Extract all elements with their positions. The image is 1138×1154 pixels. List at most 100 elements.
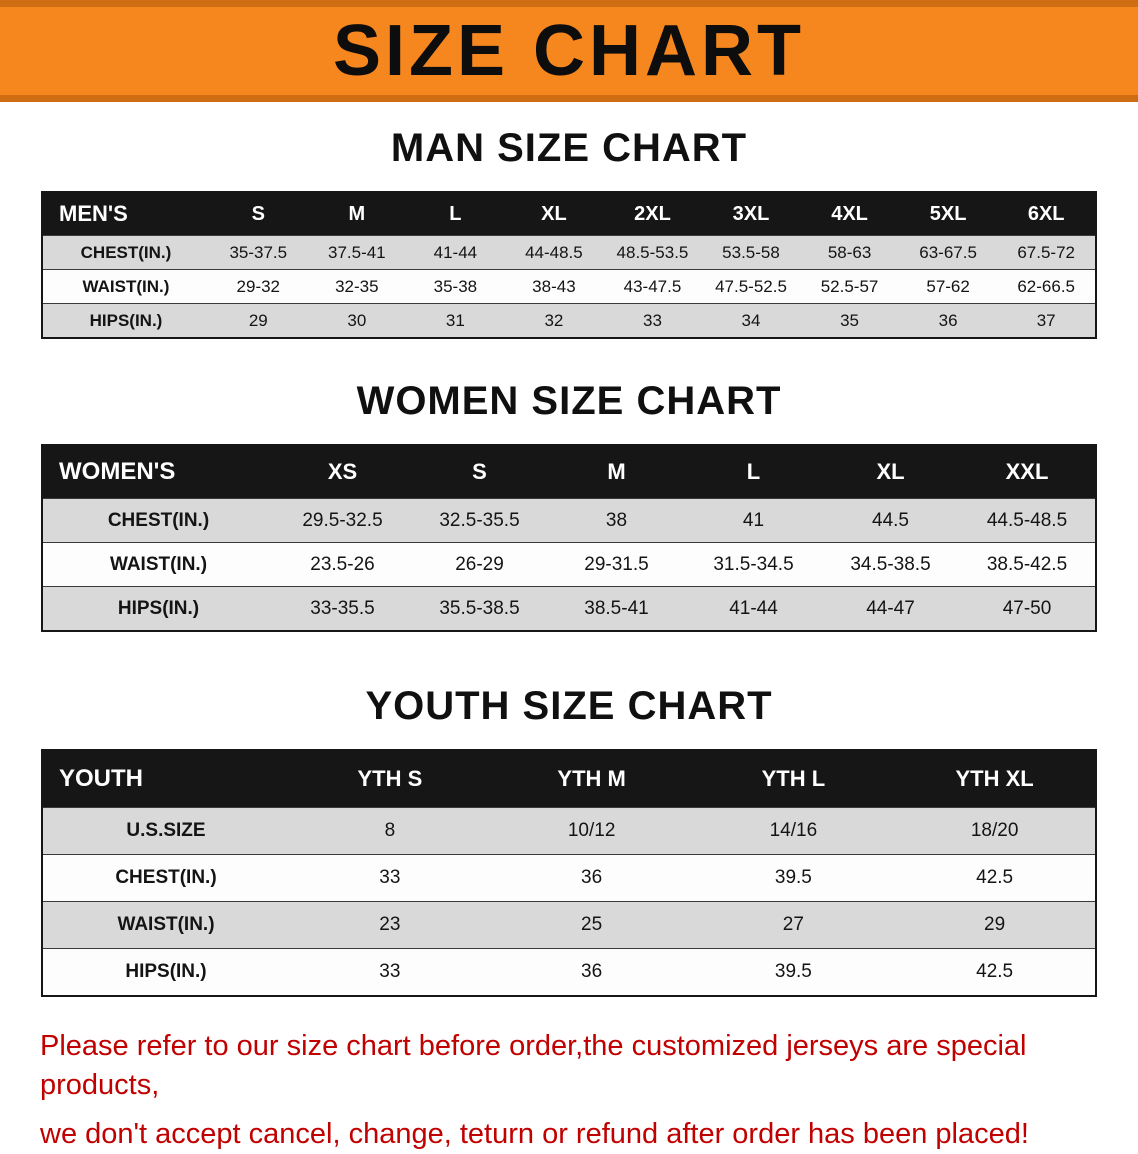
- womens-size-chart-section: WOMEN SIZE CHART WOMEN'S XS S M L XL XXL CHEST(I…: [0, 379, 1138, 632]
- size-value: 39.5: [774, 961, 812, 982]
- size-value: 32.5-35.5: [439, 509, 520, 531]
- size-value: 35-38: [433, 276, 478, 296]
- womens-column-xxl: XXL: [1005, 459, 1049, 484]
- mens-column-m: M: [348, 202, 366, 225]
- mens-column-l: L: [449, 202, 462, 225]
- size-value: 35-37.5: [229, 242, 288, 262]
- size-value: 30: [347, 310, 367, 330]
- size-value: 29: [248, 310, 268, 330]
- womens-column-xs: XS: [327, 459, 358, 484]
- size-value: 14/16: [769, 820, 818, 841]
- mens-column-6xl: 6XL: [1027, 202, 1065, 225]
- size-value: 32: [544, 310, 564, 330]
- mens-size-chart-heading: MAN SIZE CHART: [390, 126, 748, 170]
- youth-size-table: YOUTH YTH S YTH M YTH L YTH XL U.S.SIZE 8 10/12…: [41, 749, 1097, 997]
- mens-column-s: S: [251, 202, 265, 225]
- womens-header-row: WOMEN'S XS S M L XL XXL: [42, 445, 1096, 499]
- size-value: 44.5: [872, 509, 909, 531]
- size-value: 18/20: [970, 820, 1019, 841]
- size-value: 36: [581, 867, 603, 888]
- size-value: 33-35.5: [310, 597, 375, 619]
- womens-row-waist-in: WAIST(IN.) 23.5-26 26-29 29-31.5 31.5-34.5 34…: [42, 542, 1096, 587]
- youth-size-chart-heading: YOUTH SIZE CHART: [365, 684, 773, 728]
- size-value: 8: [384, 820, 396, 841]
- size-value: 43-47.5: [623, 276, 682, 296]
- mens-row-chest-in: CHEST(IN.) 35-37.5 37.5-41 41-44 44-48.5 48.5…: [42, 235, 1096, 270]
- size-value: 48.5-53.5: [616, 242, 689, 262]
- size-value: 41: [742, 509, 765, 531]
- size-value: 29: [984, 914, 1006, 935]
- size-value: 10/12: [567, 820, 616, 841]
- youth-column-yth-l: YTH L: [761, 766, 826, 791]
- mens-size-chart-section: MAN SIZE CHART MEN'S S M L XL 2XL 3XL 4XL 5XL 6XL C…: [0, 126, 1138, 339]
- size-value: 38.5-41: [584, 597, 649, 619]
- mens-column-3xl: 3XL: [732, 202, 770, 225]
- womens-column-s: S: [472, 459, 487, 484]
- row-label: WAIST(IN.): [109, 553, 208, 575]
- youth-size-chart-section: YOUTH SIZE CHART YOUTH YTH S YTH M YTH L YTH …: [0, 684, 1138, 997]
- mens-table-label: MEN'S: [59, 201, 128, 226]
- size-value: 44-47: [866, 597, 915, 619]
- size-value: 38: [605, 509, 628, 531]
- size-value: 29-32: [236, 276, 281, 296]
- youth-row-waist-in: WAIST(IN.) 23 25 27 29: [42, 901, 1096, 949]
- size-value: 44-48.5: [525, 242, 583, 262]
- row-label: WAIST(IN.): [117, 914, 215, 935]
- size-value: 29.5-32.5: [302, 509, 383, 531]
- size-value: 58-63: [827, 242, 872, 262]
- womens-column-xl: XL: [876, 459, 905, 484]
- mens-column-2xl: 2XL: [634, 202, 671, 225]
- womens-table-label: WOMEN'S: [59, 458, 176, 485]
- size-value: 33: [379, 961, 401, 982]
- size-value: 39.5: [774, 867, 812, 888]
- size-value: 41-44: [729, 597, 778, 619]
- size-value: 63-67.5: [919, 242, 977, 262]
- size-value: 52.5-57: [820, 276, 879, 296]
- size-value: 37: [1036, 310, 1056, 330]
- size-value: 41-44: [433, 242, 478, 262]
- mens-column-5xl: 5XL: [929, 202, 967, 225]
- womens-row-chest-in: CHEST(IN.) 29.5-32.5 32.5-35.5 38 41 44.5 44.5…: [42, 498, 1096, 543]
- womens-column-m: M: [607, 459, 626, 484]
- size-value: 42.5: [976, 961, 1014, 982]
- size-value: 44.5-48.5: [986, 509, 1068, 531]
- youth-column-yth-m: YTH M: [557, 766, 626, 791]
- womens-column-l: L: [746, 459, 761, 484]
- charts-container: MAN SIZE CHART MEN'S S M L XL 2XL 3XL 4XL 5XL 6XL C…: [0, 126, 1138, 997]
- size-value: 23: [379, 914, 401, 935]
- size-value: 23.5-26: [310, 553, 375, 575]
- size-value: 67.5-72: [1017, 242, 1076, 262]
- row-label: HIPS(IN.): [117, 597, 200, 619]
- size-value: 33: [379, 867, 401, 888]
- mens-column-4xl: 4XL: [831, 202, 868, 225]
- size-value: 32-35: [335, 276, 379, 296]
- row-label: CHEST(IN.): [80, 242, 172, 262]
- row-label: CHEST(IN.): [107, 509, 210, 531]
- size-value: 47.5-52.5: [715, 276, 787, 296]
- size-value: 29-31.5: [584, 553, 649, 575]
- mens-column-xl: XL: [541, 202, 567, 225]
- footer-note-line2: we don't accept cancel, change, teturn o…: [40, 1118, 1029, 1151]
- womens-size-table: WOMEN'S XS S M L XL XXL CHEST(IN.) 29.5-32.5 32.5…: [41, 444, 1097, 632]
- footer-note-line1: Please refer to our size chart before or…: [40, 1030, 1027, 1102]
- mens-row-hips-in: HIPS(IN.) 29 30 31 32 33 34 35 36 37: [42, 303, 1096, 338]
- row-label: CHEST(IN.): [115, 867, 217, 888]
- mens-size-table: MEN'S S M L XL 2XL 3XL 4XL 5XL 6XL CHEST(IN.) 35-37…: [41, 191, 1097, 339]
- youth-column-yth-xl: YTH XL: [955, 766, 1034, 791]
- youth-row-u-s-size: U.S.SIZE 8 10/12 14/16 18/20: [42, 807, 1096, 855]
- size-value: 34: [741, 310, 761, 330]
- row-label: HIPS(IN.): [89, 310, 163, 330]
- row-label: WAIST(IN.): [82, 276, 170, 296]
- page-title: SIZE CHART: [333, 11, 805, 91]
- size-value: 38.5-42.5: [986, 553, 1068, 575]
- size-value: 57-62: [926, 276, 970, 296]
- size-value: 35: [840, 310, 860, 330]
- youth-row-chest-in: CHEST(IN.) 33 36 39.5 42.5: [42, 854, 1096, 902]
- size-value: 34.5-38.5: [850, 553, 931, 575]
- size-value: 31.5-34.5: [713, 553, 794, 575]
- mens-row-waist-in: WAIST(IN.) 29-32 32-35 35-38 38-43 43-47.5 47.…: [42, 269, 1096, 304]
- size-value: 27: [782, 914, 804, 935]
- youth-column-yth-s: YTH S: [357, 766, 423, 791]
- size-value: 38-43: [532, 276, 576, 296]
- row-label: U.S.SIZE: [126, 820, 206, 841]
